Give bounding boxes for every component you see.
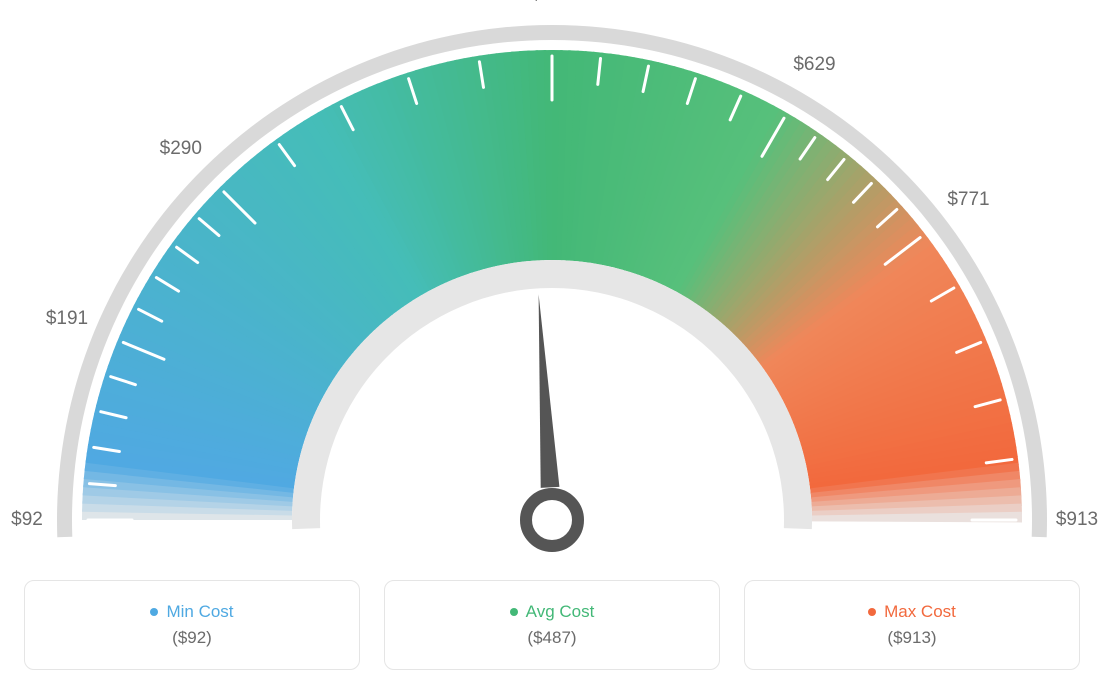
gauge-tick-label: $191: [46, 308, 88, 330]
gauge-tick-label: $92: [11, 509, 43, 531]
gauge-tick-label: $487: [531, 0, 573, 6]
legend-value-min: ($92): [172, 628, 212, 648]
legend-label-max: Max Cost: [884, 602, 956, 622]
legend-card-avg: Avg Cost ($487): [384, 580, 720, 670]
legend-card-max: Max Cost ($913): [744, 580, 1080, 670]
legend-dot-min: [150, 608, 158, 616]
legend-value-max: ($913): [887, 628, 936, 648]
legend-card-min: Min Cost ($92): [24, 580, 360, 670]
legend-value-avg: ($487): [527, 628, 576, 648]
legend-dot-max: [868, 608, 876, 616]
gauge-tick-label: $913: [1056, 509, 1098, 531]
gauge-chart: $92 $191 $290 $487 $629 $771 $913: [0, 0, 1104, 560]
chart-container: $92 $191 $290 $487 $629 $771 $913 Min Cost ($9…: [0, 0, 1104, 690]
legend-label-avg: Avg Cost: [526, 602, 595, 622]
legend-row: Min Cost ($92) Avg Cost ($487) Max Cost …: [24, 580, 1080, 670]
legend-label-min: Min Cost: [166, 602, 233, 622]
gauge-tick-label: $290: [160, 138, 202, 160]
gauge-tick-label: $771: [947, 189, 989, 211]
legend-dot-avg: [510, 608, 518, 616]
gauge-tick-label: $629: [793, 54, 835, 76]
